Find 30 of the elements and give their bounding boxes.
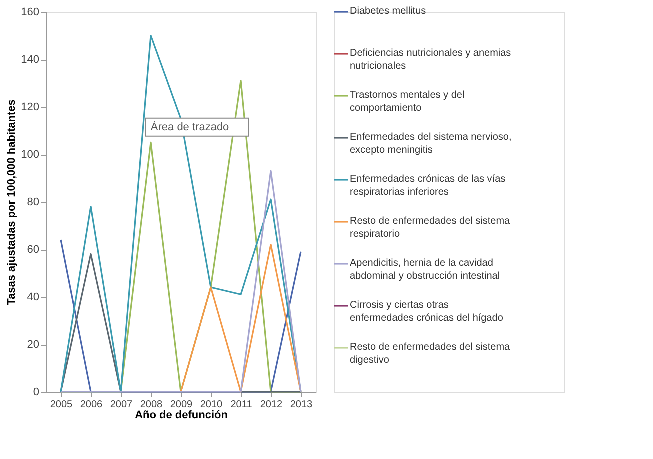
y-tick-label: 100 xyxy=(21,149,40,161)
x-tick-label: 2010 xyxy=(200,400,224,410)
y-tick-label: 140 xyxy=(21,54,40,66)
legend-label: Enfermedades crónicas de las vías respiratorias inferiores xyxy=(350,174,506,198)
x-tick-label: 2011 xyxy=(230,400,253,410)
x-tick-label: 2012 xyxy=(260,400,284,410)
x-tick-label: 2006 xyxy=(80,400,104,410)
legend-label: Resto de enfermedades del sistema respiratorio xyxy=(350,216,511,240)
legend-label: Deficiencias nutricionales y anemias nutricionales xyxy=(350,48,512,72)
x-tick-label: 2005 xyxy=(50,400,74,410)
legend-label: Enfermedades del sistema nervioso, excepto meningitis xyxy=(350,132,512,156)
x-tick-label: 2007 xyxy=(110,400,134,410)
x-tick-label: 2008 xyxy=(140,400,164,410)
x-tick-label: 2009 xyxy=(170,400,194,410)
y-tick-label: 0 xyxy=(33,386,40,398)
y-tick-label: 120 xyxy=(21,102,40,114)
y-tick-label: 40 xyxy=(27,292,40,304)
y-tick-label: 60 xyxy=(27,244,40,256)
legend-label: Trastornos mentales y del comportamiento xyxy=(350,90,465,114)
y-tick-label: 160 xyxy=(21,6,40,18)
legend-label: Diabetes mellitus xyxy=(350,6,426,17)
y-axis-title: Tasas ajustadas por 100,000 habitantes xyxy=(6,100,18,306)
y-tick-label: 80 xyxy=(27,196,40,208)
legend-label: Cirrosis y ciertas otras enfermedades crónicas del hígado xyxy=(350,300,504,324)
x-axis-title: Año de defunción xyxy=(135,410,228,422)
legend-label: Apendicitis, hernia de la cavidad abdominal y obstrucción intestinal xyxy=(350,258,500,282)
legend-label: Resto de enfermedades del sistema digestivo xyxy=(350,342,511,366)
y-tick-label: 20 xyxy=(27,339,40,351)
annotation: Área de trazado xyxy=(150,120,230,134)
x-tick-label: 2013 xyxy=(290,400,314,410)
